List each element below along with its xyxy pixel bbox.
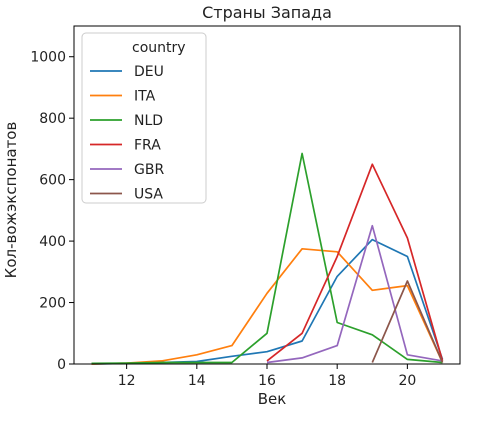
series-line-fra (266, 163, 444, 362)
legend-label-deu: DEU (134, 64, 164, 80)
x-tick-label: 14 (188, 373, 206, 389)
x-axis: 12 14 16 18 20 (118, 364, 416, 389)
legend-label-gbr: GBR (134, 162, 164, 178)
y-tick-label: 200 (39, 296, 66, 312)
legend-label-fra: FRA (134, 138, 161, 154)
y-tick-label: 800 (39, 111, 66, 127)
series-line-ita (91, 247, 444, 365)
series-line-usa (371, 280, 444, 363)
legend-box (81, 32, 207, 204)
x-axis-label: Век (258, 390, 287, 408)
x-tick-label: 16 (258, 373, 276, 389)
legend: country DEU ITA NLD FRA GBR USA (81, 32, 207, 204)
series-lines (91, 152, 444, 365)
y-axis-label: Кол-вожэкспонатов (2, 122, 20, 279)
y-tick-label: 400 (39, 234, 66, 250)
series-line-gbr (266, 224, 443, 364)
y-tick-label: 600 (39, 173, 66, 189)
legend-label-ita: ITA (134, 89, 156, 105)
x-tick-label: 12 (118, 373, 136, 389)
y-tick-label: 1000 (30, 50, 66, 66)
x-tick-label: 18 (328, 373, 346, 389)
legend-label-usa: USA (134, 187, 163, 203)
chart-title: Страны Запада (202, 3, 332, 22)
y-tick-label: 0 (57, 357, 66, 373)
series-line-deu (91, 238, 444, 365)
y-axis: 0 200 400 600 800 1000 (30, 50, 74, 373)
x-tick-label: 20 (398, 373, 416, 389)
legend-title: country (132, 40, 186, 56)
legend-label-nld: NLD (134, 113, 163, 129)
series-line-nld (91, 152, 443, 365)
